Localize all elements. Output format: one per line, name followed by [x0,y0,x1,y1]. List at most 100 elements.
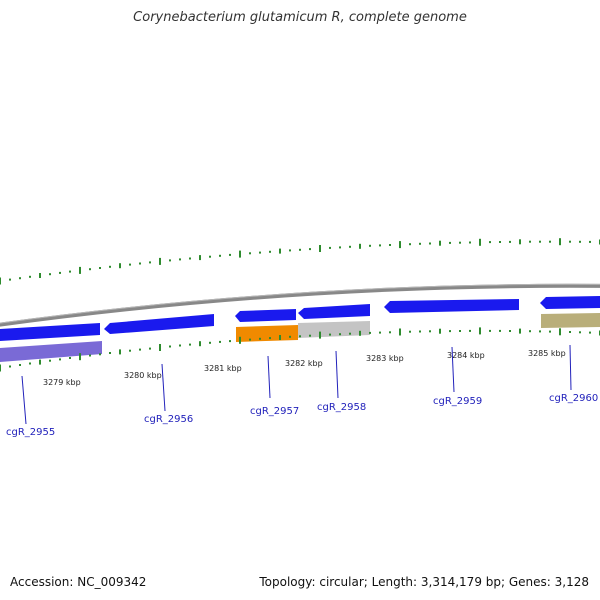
minor-tick [219,254,221,257]
scale-label: 3280 kbp [124,371,162,380]
scale-labels: 3279 kbp 3280 kbp 3281 kbp 3282 kbp 3283… [43,349,566,387]
minor-tick [299,335,301,338]
minor-tick [489,329,491,332]
minor-tick [389,331,391,334]
minor-tick [509,240,511,243]
minor-tick [169,345,171,348]
minor-tick [589,331,591,334]
major-tick [0,277,1,285]
gene-label-cgR_2959[interactable]: cgR_2959 [433,396,482,407]
gene-arrow[interactable] [298,304,370,319]
major-tick [0,364,1,372]
minor-tick [329,246,331,249]
minor-tick [69,357,71,359]
minor-tick [579,240,581,243]
minor-tick [369,244,371,247]
minor-tick [89,268,91,271]
minor-tick [429,242,431,245]
minor-tick [119,349,121,355]
minor-tick [89,354,91,357]
gene-block-cgR_2957[interactable] [236,325,298,342]
minor-tick [289,335,291,338]
minor-tick [309,248,311,251]
minor-tick [169,259,171,262]
scale-label: 3283 kbp [366,354,404,363]
major-tick [559,238,561,246]
minor-tick [59,358,61,361]
minor-tick [209,255,211,258]
minor-tick [19,364,21,366]
minor-tick [139,262,141,265]
gene-label-cgR_2958[interactable]: cgR_2958 [317,402,366,413]
gene-arrow[interactable] [540,296,600,309]
minor-tick [539,240,541,243]
gene-label-cgR_2957[interactable]: cgR_2957 [250,406,299,417]
minor-tick [419,330,421,333]
leader-line [21,375,27,425]
gene-label-cgR_2956[interactable]: cgR_2956 [144,414,193,425]
minor-tick [439,328,441,334]
minor-tick [519,328,521,334]
minor-tick [29,362,31,365]
minor-tick [459,241,461,244]
minor-tick [499,329,501,332]
minor-tick [369,331,371,334]
minor-tick [589,240,591,243]
gene-arrow[interactable] [384,299,519,313]
minor-tick [49,359,51,362]
minor-tick [449,330,451,333]
gene-label-cgR_2955[interactable]: cgR_2955 [6,427,55,438]
gene-block-cgR_2955[interactable] [0,341,102,362]
gene-arrow[interactable] [0,323,100,341]
minor-tick [259,337,261,340]
minor-tick [179,258,181,261]
minor-tick [389,244,391,246]
minor-tick [269,250,271,253]
major-tick [239,250,241,258]
reverse-strand-genes [0,313,600,362]
minor-tick [519,239,521,245]
minor-tick [409,243,411,246]
minor-tick [249,252,251,255]
major-tick [79,266,81,274]
gene-label-cgR_2960[interactable]: cgR_2960 [549,393,598,404]
gene-block-cgR_2958[interactable] [298,321,370,338]
gene-block-cgR_2960[interactable] [541,313,600,328]
minor-tick [469,241,471,244]
gene-labels: cgR_2955 cgR_2956 cgR_2957 cgR_2958 cgR_… [6,393,598,438]
minor-tick [339,333,341,336]
minor-tick [209,341,211,344]
minor-tick [349,245,351,248]
minor-tick [359,330,361,336]
minor-tick [439,240,441,246]
minor-tick [9,278,11,281]
minor-tick [299,248,301,251]
scale-label: 3279 kbp [43,378,81,387]
minor-tick [569,331,571,333]
minor-tick [99,353,101,356]
minor-tick [459,330,461,332]
minor-tick [529,240,531,243]
minor-tick [499,241,501,243]
genome-backbone-highlight [0,283,600,324]
major-tick [479,238,481,246]
minor-tick [39,273,41,278]
minor-tick [409,330,411,333]
major-tick [159,344,161,351]
major-tick [319,245,321,252]
minor-tick [49,273,51,276]
gene-arrow[interactable] [104,314,214,334]
minor-tick [429,330,431,333]
scale-label: 3285 kbp [528,349,566,358]
minor-tick [229,340,231,343]
gene-arrow[interactable] [235,309,296,322]
minor-tick [129,263,131,266]
minor-tick [129,349,131,352]
outer-tick-row [0,238,600,285]
genome-title: Corynebacterium glutamicum R, complete g… [133,10,467,25]
minor-tick [359,243,361,249]
minor-tick [199,255,201,261]
major-tick [239,336,241,344]
minor-tick [269,337,271,340]
